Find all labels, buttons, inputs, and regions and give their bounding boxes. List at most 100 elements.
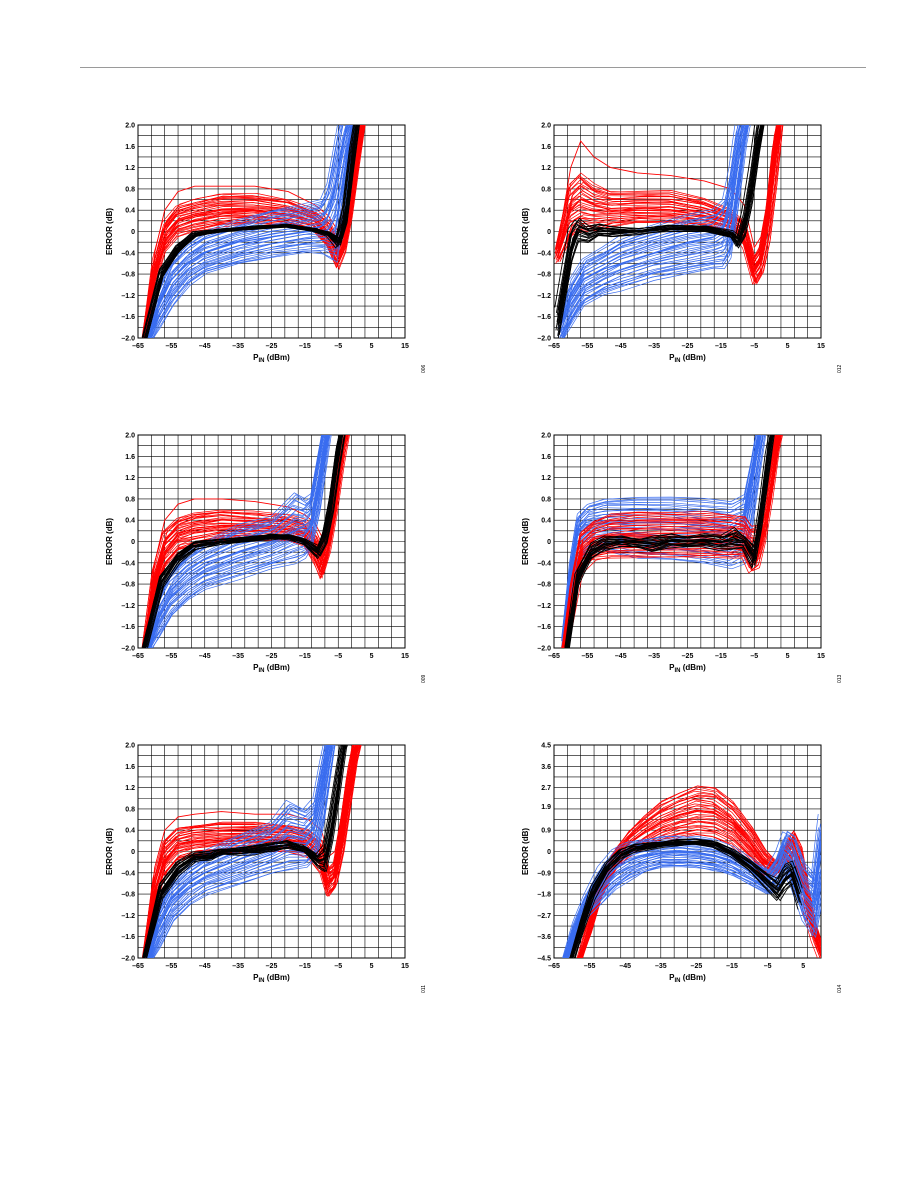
x-tick-label: 15 <box>817 653 825 660</box>
series-line <box>579 785 821 958</box>
y-axis-label: ERROR (dB) <box>105 828 114 875</box>
series-line <box>149 125 352 338</box>
series-line <box>563 435 778 648</box>
series-line <box>150 435 330 648</box>
series-line <box>150 435 330 648</box>
series-line <box>571 840 800 958</box>
y-tick-label: 0 <box>547 849 551 856</box>
y-tick-label: 2.7 <box>541 785 551 792</box>
y-axis-label: ERROR (dB) <box>521 518 530 565</box>
series-line <box>558 125 736 316</box>
series-median-line <box>143 745 345 958</box>
series-median-line <box>556 125 762 323</box>
curves <box>562 785 821 958</box>
y-tick-label: 2.0 <box>125 123 135 130</box>
x-tick-label: –35 <box>232 963 244 970</box>
y-tick-label: 0 <box>547 539 551 546</box>
y-tick-label: –0.4 <box>121 560 135 567</box>
x-tick-label: –65 <box>548 963 560 970</box>
series-line <box>143 745 343 958</box>
x-tick-label: 5 <box>370 343 374 350</box>
series-median-line <box>143 125 358 338</box>
x-tick-label: –25 <box>266 963 278 970</box>
y-tick-label: –0.8 <box>121 582 135 589</box>
y-tick-label: 0.4 <box>125 208 135 215</box>
y-tick-label: –1.6 <box>121 624 135 631</box>
chart-svg: –2.0 –1.6 –1.2 –0.8 –0.4 0 0.4 0.8 1.2 1.6 2.0 –65 –… <box>105 123 427 374</box>
x-tick-label: –5 <box>764 963 772 970</box>
y-tick-label: 0 <box>131 229 135 236</box>
y-tick-label: –1.8 <box>537 892 551 899</box>
series-line <box>562 125 749 334</box>
y-tick-label: –1.6 <box>121 314 135 321</box>
y-tick-label: –0.4 <box>537 560 551 567</box>
y-tick-label: –1.2 <box>121 293 135 300</box>
y-tick-label: –1.6 <box>537 314 551 321</box>
series-line <box>151 745 335 958</box>
series-black <box>564 435 775 648</box>
y-tick-label: –1.6 <box>537 624 551 631</box>
series-line <box>563 435 756 626</box>
y-tick-label: 2.0 <box>541 433 551 440</box>
series-median-line <box>571 841 801 958</box>
x-axis-label: PIN (dBm) <box>669 663 706 674</box>
series-line <box>565 435 759 629</box>
y-tick-label: 2.0 <box>541 123 551 130</box>
series-line <box>144 125 363 338</box>
y-tick-label: 0 <box>131 539 135 546</box>
x-axis-label: PIN (dBm) <box>253 663 290 674</box>
x-axis-label: PIN (dBm) <box>669 353 706 364</box>
curves <box>141 745 362 958</box>
y-axis-label: ERROR (dB) <box>105 208 114 255</box>
x-tick-label: –15 <box>715 653 727 660</box>
series-line <box>144 745 344 958</box>
figure-code: 011 <box>421 985 427 993</box>
series-black <box>141 435 346 648</box>
y-tick-label: 3.6 <box>541 764 551 771</box>
y-tick-label: 1.2 <box>125 475 135 482</box>
curves <box>554 125 784 338</box>
series-line <box>557 125 779 259</box>
figure-code: 013 <box>837 674 843 683</box>
series-median-line <box>560 125 744 333</box>
series-line <box>571 838 800 958</box>
y-tick-label: 0.8 <box>125 186 135 193</box>
x-tick-label: –55 <box>166 343 178 350</box>
x-tick-label: –35 <box>232 653 244 660</box>
x-tick-label: –65 <box>132 963 144 970</box>
series-median-line <box>147 125 347 338</box>
series-line <box>562 435 759 636</box>
x-tick-label: –55 <box>582 343 594 350</box>
x-tick-label: –55 <box>584 963 596 970</box>
y-tick-label: –2.0 <box>121 646 135 653</box>
series-line <box>145 745 356 958</box>
x-tick-label: –45 <box>199 343 211 350</box>
x-tick-label: –45 <box>199 963 211 970</box>
series-line <box>151 745 335 958</box>
x-tick-label: –15 <box>715 343 727 350</box>
series-line <box>558 125 760 306</box>
x-tick-label: –15 <box>299 963 311 970</box>
y-tick-label: 0.8 <box>125 806 135 813</box>
y-tick-label: –4.5 <box>537 956 551 963</box>
y-tick-label: –2.0 <box>537 646 551 653</box>
figure-code: 012 <box>837 364 843 373</box>
series-line <box>151 745 334 958</box>
series-line <box>145 745 349 958</box>
series-line <box>564 435 764 646</box>
series-black <box>141 125 360 338</box>
figure-code: 006 <box>421 364 427 373</box>
y-tick-label: –0.8 <box>121 892 135 899</box>
y-tick-label: –0.4 <box>121 870 135 877</box>
x-tick-label: –5 <box>334 653 342 660</box>
series-line <box>562 125 748 334</box>
series-line <box>565 435 780 648</box>
y-tick-label: 1.2 <box>541 165 551 172</box>
y-tick-label: 4.5 <box>541 743 551 750</box>
x-tick-label: –5 <box>334 343 342 350</box>
series-blue <box>562 814 821 958</box>
y-tick-label: –0.4 <box>121 250 135 257</box>
x-tick-label: –35 <box>232 343 244 350</box>
x-tick-label: –45 <box>615 653 627 660</box>
series-line <box>566 823 821 958</box>
